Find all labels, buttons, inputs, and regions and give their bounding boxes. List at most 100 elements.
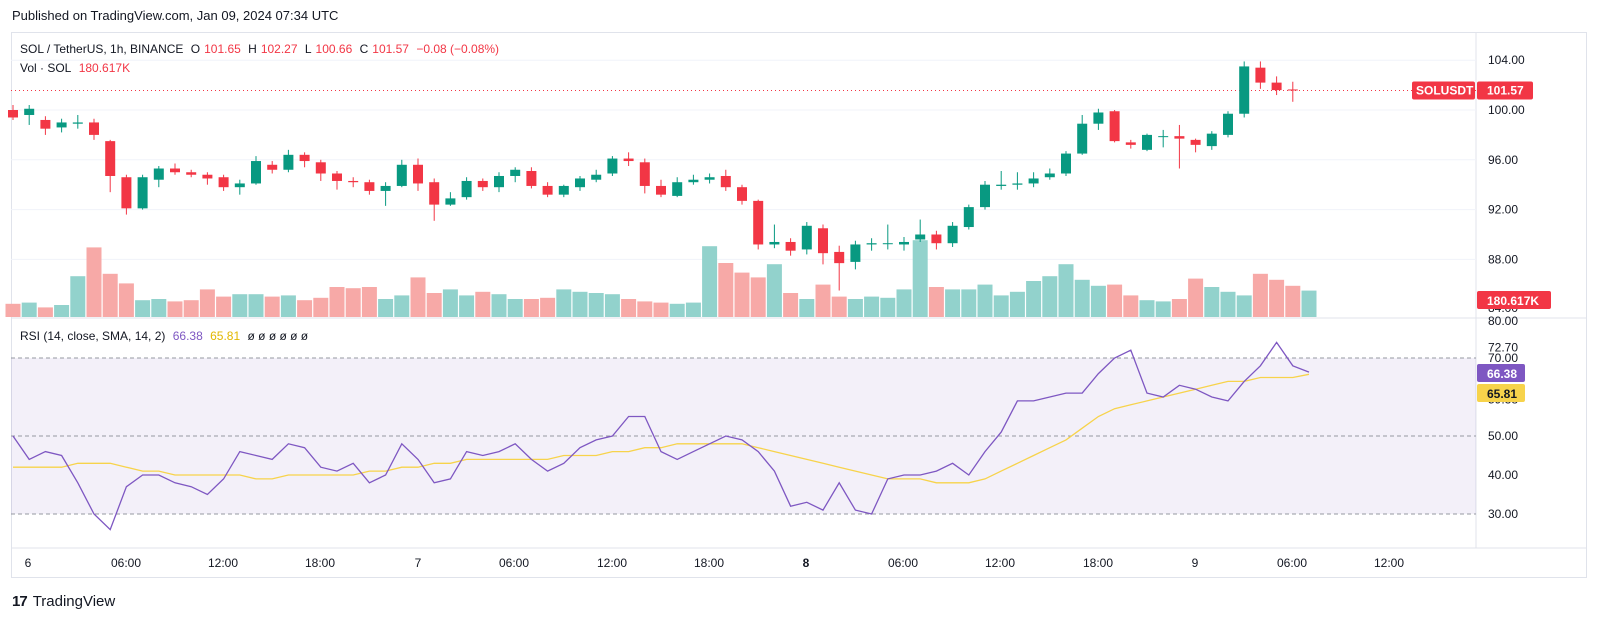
volume-bar (102, 273, 118, 317)
volume-bar (912, 240, 928, 317)
rsi-tick: 50.00 (1488, 429, 1518, 443)
candle-body (267, 164, 278, 170)
candle-body (1012, 183, 1023, 185)
candle-body (1239, 66, 1250, 114)
candle-body (980, 184, 990, 208)
volume-bar (799, 299, 815, 317)
time-tick: 06:00 (1277, 556, 1307, 570)
volume-bar (556, 289, 572, 317)
volume-bar (54, 305, 70, 317)
candle-body (753, 200, 764, 245)
volume-bar (1155, 301, 1171, 317)
volume-bar (945, 289, 961, 317)
candle-body (332, 173, 342, 181)
volume-bar (1139, 300, 1155, 317)
candle-body (850, 244, 861, 262)
volume-bar (685, 302, 701, 317)
candle-body (251, 161, 261, 184)
legend-rsi-extra: ø ø ø ø ø ø (247, 329, 309, 343)
rsi-line (12, 341, 1310, 531)
volume-bar (815, 284, 831, 317)
volume-bar (491, 294, 507, 317)
candle-body (720, 175, 731, 188)
volume-bar (361, 287, 377, 317)
last-price-tag-bg (1477, 81, 1533, 100)
candle-body (56, 122, 67, 128)
volume-bar (167, 301, 183, 317)
volume-bar (1236, 295, 1252, 317)
time-tick: 18:00 (305, 556, 335, 570)
volume-bar (329, 287, 345, 317)
volume-bar (993, 295, 1009, 317)
candle-body (1271, 82, 1282, 91)
volume-bar (394, 295, 410, 317)
volume-bar (135, 300, 151, 317)
legend-open: 101.65 (204, 42, 241, 56)
volume-bar (1058, 264, 1074, 317)
candle-body (704, 177, 715, 180)
legend-vol-label[interactable]: Vol · SOL (20, 61, 72, 75)
candle-body (607, 158, 618, 174)
symbol-tag: SOLUSDT (1416, 83, 1474, 97)
candle-body (558, 185, 569, 195)
volume-bar (232, 294, 248, 317)
volume-bar (1188, 278, 1204, 317)
candle-body (834, 251, 845, 264)
volume-bar (572, 291, 588, 317)
price-tick: 80.00 (1488, 314, 1518, 328)
legend-h-label: H (248, 42, 257, 56)
time-tick: 12:00 (1374, 556, 1404, 570)
candle-body (202, 174, 213, 179)
rsi-tick: 30.00 (1488, 507, 1518, 521)
volume-bar (1285, 285, 1301, 317)
legend-high: 102.27 (260, 42, 298, 56)
candle-body (866, 243, 877, 245)
volume-bar (880, 297, 896, 317)
tradingview-logo[interactable]: 17 TradingView (12, 593, 115, 610)
candle-body (801, 225, 812, 250)
candle-body (818, 228, 828, 254)
candle-body (542, 185, 553, 195)
volume-bar (1042, 276, 1058, 317)
time-tick: 12:00 (985, 556, 1015, 570)
price-tick: 104.00 (1488, 53, 1525, 67)
time-tick: 06:00 (499, 556, 529, 570)
legend-rsi-label[interactable]: RSI (14, close, SMA, 14, 2) (20, 329, 166, 343)
rsi-tick: 70.00 (1488, 351, 1518, 365)
volume-bar (896, 289, 912, 317)
volume-bar (118, 283, 134, 317)
candle-body (1174, 136, 1185, 139)
legend-l-label: L (304, 42, 312, 56)
volume-bar (1269, 279, 1285, 317)
volume-bar (961, 289, 977, 317)
candle-body (218, 177, 229, 188)
time-tick: 06:00 (111, 556, 141, 570)
candle-body (575, 178, 585, 188)
volume-bar (831, 296, 847, 317)
candle-body (445, 198, 456, 205)
candle-body (299, 154, 310, 162)
candle-body (882, 243, 893, 245)
volume-bar (507, 299, 523, 317)
candle-body (494, 175, 504, 188)
volume-bar (183, 300, 199, 317)
rsi-tag-bg (1477, 364, 1525, 382)
legend-vol-value: 180.617K (78, 61, 131, 75)
legend-symbol[interactable]: SOL / TetherUS, 1h, BINANCE (20, 42, 184, 56)
legend-o-label: O (190, 42, 201, 56)
candle-body (234, 183, 245, 188)
volume-bar (37, 307, 53, 317)
price-tick: 88.00 (1488, 252, 1518, 266)
volume-bar (86, 247, 102, 317)
volume-bar (1123, 295, 1139, 317)
time-tick: 7 (415, 556, 422, 570)
candle-body (283, 154, 294, 170)
candle-body (899, 241, 909, 245)
candle-body (1190, 139, 1201, 145)
rsi-ma-line (13, 373, 1310, 484)
candle-body (1287, 89, 1298, 91)
published-caption: Published on TradingView.com, Jan 09, 20… (12, 8, 339, 23)
candle-body (137, 177, 148, 209)
time-tick: 6 (25, 556, 32, 570)
